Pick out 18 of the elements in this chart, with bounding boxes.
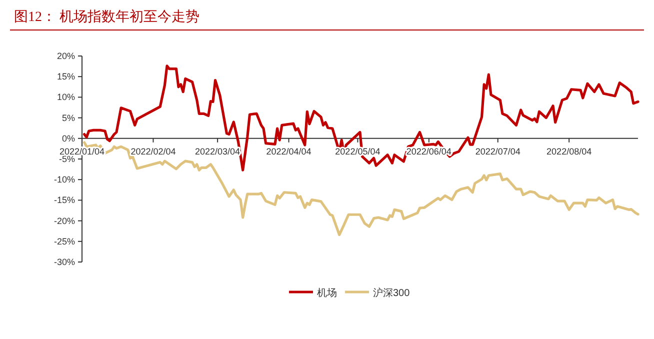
y-tick-label: 15% <box>56 72 75 82</box>
y-tick-label: -5% <box>58 154 75 164</box>
legend-label: 沪深300 <box>373 287 410 299</box>
x-tick-label: 2022/02/04 <box>130 146 176 156</box>
y-tick-label: 5% <box>62 112 75 123</box>
x-tick-label: 2022/08/04 <box>546 146 592 156</box>
y-tick-label: 10% <box>56 92 75 102</box>
x-tick-label: 2022/04/04 <box>266 146 312 156</box>
y-tick-label: -10% <box>54 174 75 185</box>
y-tick-label: 0% <box>62 133 75 144</box>
x-tick-label: 2022/07/04 <box>475 146 520 156</box>
chart-title: 图12： 机场指数年初至今走势 <box>14 9 200 25</box>
legend-label: 机场 <box>317 287 337 299</box>
y-tick-label: -20% <box>54 216 75 226</box>
y-tick-label: -25% <box>54 236 75 246</box>
y-tick-label: -30% <box>54 257 75 267</box>
y-tick-label: 20% <box>56 51 75 61</box>
y-tick-label: -15% <box>54 195 75 206</box>
